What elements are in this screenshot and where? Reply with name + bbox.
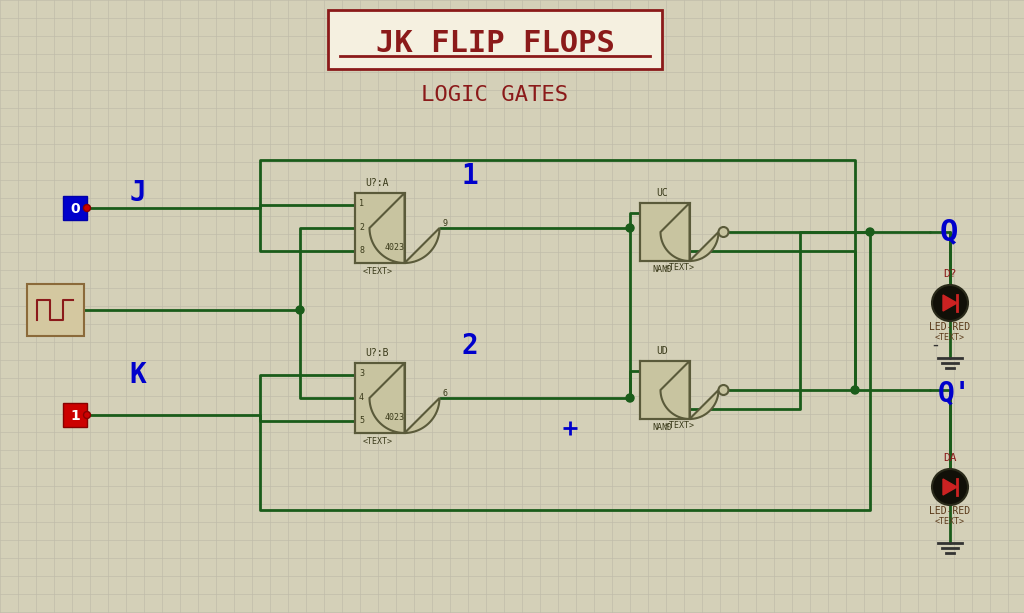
Text: 2: 2 [359,223,364,232]
Circle shape [851,386,859,394]
Circle shape [626,394,634,402]
Text: LED-RED: LED-RED [930,506,971,516]
Text: 8: 8 [359,246,364,255]
Text: 9: 9 [442,218,447,227]
Bar [355,363,404,433]
Polygon shape [660,203,719,261]
FancyBboxPatch shape [328,10,662,69]
Text: 5: 5 [359,416,364,425]
Polygon shape [370,193,439,263]
Text: <TEXT>: <TEXT> [665,263,695,272]
Text: 4: 4 [359,392,364,402]
Bar [640,203,689,261]
Bar [355,193,404,263]
Polygon shape [660,361,719,419]
Text: <TEXT>: <TEXT> [935,333,965,342]
Text: Q': Q' [938,379,972,407]
Text: <TEXT>: <TEXT> [362,438,392,446]
Text: Q: Q [940,218,958,246]
Text: <TEXT>: <TEXT> [362,267,392,276]
Text: U?:A: U?:A [366,178,389,188]
Polygon shape [943,479,957,495]
Text: <TEXT>: <TEXT> [665,421,695,430]
Text: NAND: NAND [652,424,673,433]
Text: NAND: NAND [652,265,673,275]
Polygon shape [943,295,957,311]
Text: 2: 2 [461,332,478,360]
Circle shape [84,411,90,419]
Bar [63,403,87,427]
Text: 1: 1 [359,199,364,208]
Text: 3: 3 [359,369,364,378]
Text: LED-RED: LED-RED [930,322,971,332]
Text: 4023: 4023 [385,413,406,422]
Text: D?: D? [943,269,956,279]
FancyBboxPatch shape [27,284,84,336]
Text: 0: 0 [71,202,80,216]
Text: -: - [932,336,938,354]
Bar [63,196,87,220]
Circle shape [932,285,968,321]
Circle shape [719,227,728,237]
Text: JK FLIP FLOPS: JK FLIP FLOPS [376,28,614,58]
Circle shape [932,469,968,505]
Text: UD: UD [656,346,668,356]
Text: 4023: 4023 [385,243,406,252]
Bar [640,361,689,419]
Text: 6: 6 [442,389,447,397]
Circle shape [84,205,90,211]
Circle shape [626,224,634,232]
Text: K: K [130,361,146,389]
Text: U?:B: U?:B [366,348,389,358]
Circle shape [719,385,728,395]
Circle shape [866,228,874,236]
Text: UC: UC [656,188,668,198]
Polygon shape [370,363,439,433]
Text: DA: DA [943,453,956,463]
Text: 1: 1 [461,162,478,190]
Text: 1: 1 [70,409,80,423]
Circle shape [296,306,304,314]
Text: LOGIC GATES: LOGIC GATES [422,85,568,105]
Text: <TEXT>: <TEXT> [935,517,965,526]
Text: J: J [130,179,146,207]
